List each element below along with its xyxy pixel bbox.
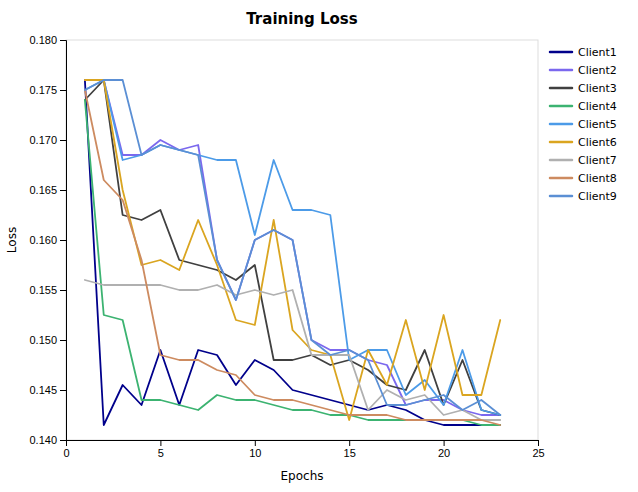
series-line [85,90,500,425]
legend-swatch [550,177,572,180]
legend-swatch [550,195,572,198]
y-axis: 0.140 0.145 0.150 0.155 0.160 0.165 0.170 0.175… [29,34,66,446]
plot-frame [66,40,538,440]
legend-label: Client7 [578,154,617,167]
y-tick: 0.170 [29,134,66,146]
legend-swatch [550,141,572,144]
y-tick: 0.150 [29,334,66,346]
x-tick-mark [538,440,539,446]
y-tick-mark [60,90,66,91]
legend-item: Client3 [550,82,617,95]
y-tick-mark [60,340,66,341]
y-tick-mark [60,440,66,441]
y-tick-mark [60,390,66,391]
y-tick-label: 0.165 [29,184,57,196]
legend-item: Client8 [550,172,617,185]
legend: Client1 Client2 Client3 Client4 Client5 Clien… [550,46,617,203]
legend-swatch [550,123,572,126]
y-tick-label: 0.155 [29,284,57,296]
plot: 0 5 10 15 20 25 0.140 0.145 0.150 0.155 0.160 0.165… [29,34,544,459]
x-tick-label: 0 [63,447,69,459]
x-tick-label: 5 [158,447,164,459]
y-tick-label: 0.170 [29,134,57,146]
series-line [85,80,500,415]
x-tick: 20 [438,440,450,459]
x-tick-label: 20 [438,447,450,459]
y-tick: 0.160 [29,234,66,246]
x-tick: 5 [158,440,164,459]
y-tick-label: 0.175 [29,84,57,96]
y-tick: 0.165 [29,184,66,196]
x-tick-mark [444,440,445,446]
legend-item: Client5 [550,118,617,131]
series-line [85,280,500,420]
x-tick-mark [349,440,350,446]
legend-label: Client8 [578,172,617,185]
legend-item: Client6 [550,136,617,149]
x-axis: 0 5 10 15 20 25 [63,440,544,459]
legend-label: Client1 [578,46,617,59]
y-tick-label: 0.150 [29,334,57,346]
legend-label: Client9 [578,190,617,203]
x-tick: 15 [344,440,356,459]
legend-item: Client7 [550,154,617,167]
y-tick: 0.180 [29,34,66,46]
legend-label: Client6 [578,136,617,149]
x-tick-mark [160,440,161,446]
legend-swatch [550,105,572,108]
title: Training Loss [246,10,357,28]
legend-label: Client5 [578,118,617,131]
x-tick-label: 15 [344,447,356,459]
y-tick-mark [60,40,66,41]
x-tick: 10 [249,440,261,459]
legend-swatch [550,69,572,72]
x-tick-label: 10 [249,447,261,459]
x-axis-title: Epochs [281,469,324,483]
chart: 0 5 10 15 20 25 0.140 0.145 0.150 0.155 0.160 0.165… [0,0,638,492]
legend-swatch [550,159,572,162]
lines [85,80,500,425]
y-tick-mark [60,190,66,191]
y-tick-label: 0.180 [29,34,57,46]
x-tick-label: 25 [532,447,544,459]
series-line [85,80,500,415]
legend-label: Client3 [578,82,617,95]
legend-item: Client4 [550,100,617,113]
legend-item: Client1 [550,46,617,59]
y-tick-label: 0.140 [29,434,57,446]
y-tick-mark [60,140,66,141]
series-line [85,80,500,425]
y-tick: 0.175 [29,84,66,96]
legend-item: Client2 [550,64,617,77]
x-tick: 25 [532,440,544,459]
x-tick-mark [255,440,256,446]
x-axis-line [67,441,539,447]
series-line [85,80,500,415]
legend-label: Client4 [578,100,617,113]
legend-swatch [550,87,572,90]
legend-label: Client2 [578,64,617,77]
y-tick-label: 0.160 [29,234,57,246]
series-line [85,100,500,425]
y-tick-mark [60,290,66,291]
y-tick: 0.140 [29,434,66,446]
series-line [85,80,500,415]
legend-swatch [550,51,572,54]
y-tick-mark [60,240,66,241]
legend-item: Client9 [550,190,617,203]
y-tick: 0.145 [29,384,66,396]
x-tick: 0 [63,440,69,459]
y-tick-label: 0.145 [29,384,57,396]
series-line [85,80,500,420]
y-tick: 0.155 [29,284,66,296]
y-axis-title: Loss [5,227,19,253]
y-axis-line [60,41,67,441]
